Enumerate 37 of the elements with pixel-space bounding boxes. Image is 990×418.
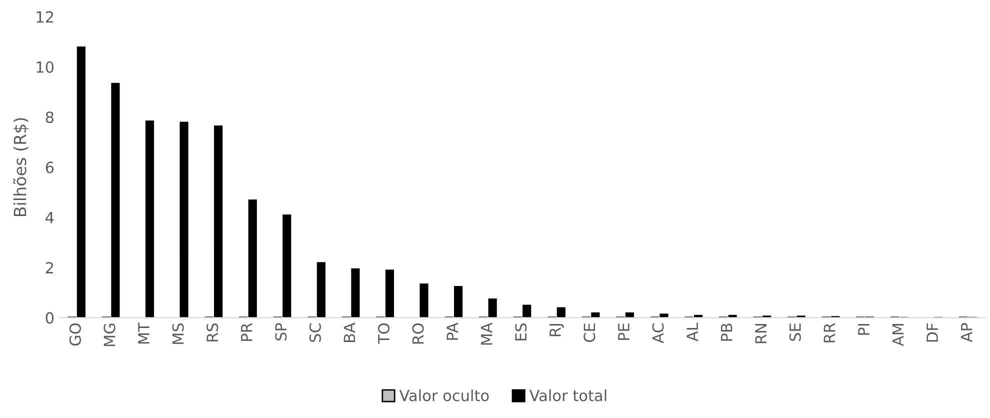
x-tick-label: DF <box>926 323 938 342</box>
x-tick-label: RO <box>412 323 424 344</box>
x-tick-label: TO <box>378 323 390 344</box>
y-tick-label: 6 <box>46 162 54 174</box>
x-tick-label: SE <box>789 324 801 341</box>
y-tick-label: 0 <box>46 312 54 324</box>
x-tick-label: RJ <box>550 324 564 336</box>
x-tick-label: CE <box>584 324 596 342</box>
legend-label: Valor oculto <box>399 389 489 402</box>
x-tick-label: BA <box>344 322 356 342</box>
x-tick-label: MG <box>104 324 116 346</box>
x-tick-label: AC <box>652 323 664 344</box>
x-tick-label: RN <box>755 324 766 344</box>
y-tick-label: 10 <box>36 61 54 73</box>
x-tick-label: AL <box>686 322 698 342</box>
x-tick-label: RR <box>824 322 835 342</box>
x-tick-label: PB <box>721 324 732 341</box>
x-tick-label: MT <box>138 322 150 344</box>
x-tick-label: SP <box>275 323 287 340</box>
x-tick-label: MS <box>172 323 184 344</box>
x-tick-label: AP <box>960 323 972 342</box>
x-tick-label: PI <box>858 324 870 335</box>
x-tick-label: GO <box>69 323 81 346</box>
x-tick-label: PE <box>618 324 630 340</box>
x-tick-label: MA <box>481 322 492 345</box>
legend-label: Valor total <box>529 389 606 402</box>
y-tick-label: 12 <box>36 11 54 23</box>
y-tick-label: 8 <box>46 112 54 124</box>
x-tick-label: AM <box>892 324 904 346</box>
x-tick-label: SC <box>309 323 321 342</box>
x-tick-label: PA <box>446 322 458 340</box>
x-tick-label: PR <box>241 322 252 341</box>
x-tick-label: ES <box>515 323 527 340</box>
x-tick-label: RS <box>206 323 218 342</box>
y-tick-label: 2 <box>46 262 54 274</box>
y-tick-label: 4 <box>46 212 54 224</box>
y-axis-title: Bilhões (R$) <box>13 118 29 216</box>
